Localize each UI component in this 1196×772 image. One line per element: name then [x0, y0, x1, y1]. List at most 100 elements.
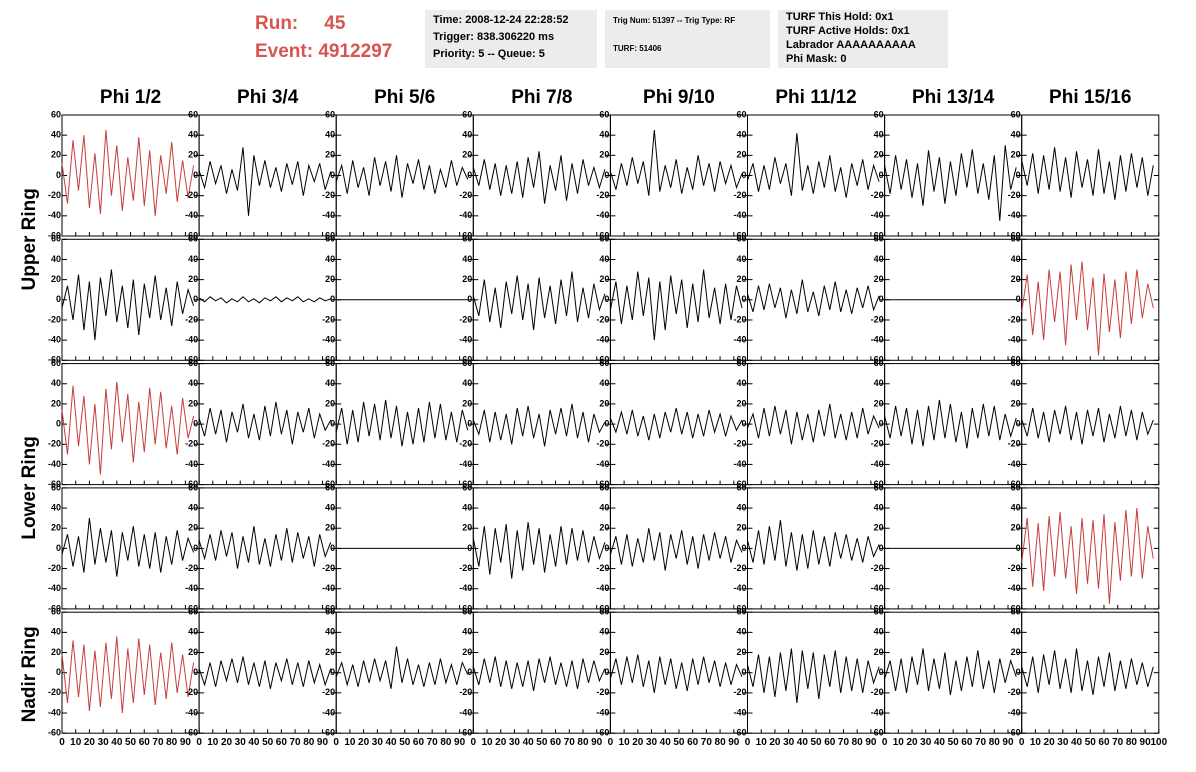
y-tick-label: -60 — [1008, 355, 1021, 365]
y-tick-label: -40 — [459, 707, 472, 717]
y-tick-label: -60 — [733, 603, 746, 613]
y-tick-label: -60 — [48, 728, 61, 738]
run-line: Run: 45 — [255, 10, 392, 38]
y-tick-label: 20 — [599, 523, 609, 533]
y-tick-label: -40 — [322, 707, 335, 717]
y-tick-label: -60 — [48, 479, 61, 489]
y-tick-label: -20 — [185, 563, 198, 573]
y-tick-label: -20 — [1008, 687, 1021, 697]
x-tick-label: 60 — [276, 737, 288, 748]
y-tick-label: -20 — [48, 439, 61, 449]
x-tick-label: 90 — [454, 737, 466, 748]
y-tick-label: -60 — [185, 355, 198, 365]
x-tick-label: 90 — [728, 737, 740, 748]
y-tick-label: 40 — [736, 502, 746, 512]
waveform — [747, 520, 880, 571]
x-tick-label: 20 — [84, 737, 96, 748]
y-tick-label: 20 — [599, 150, 609, 160]
x-tick-label: 20 — [358, 737, 370, 748]
y-tick-label: 20 — [51, 523, 61, 533]
waveform — [884, 648, 1017, 695]
y-tick-label: 60 — [325, 607, 335, 617]
y-tick-label: 40 — [599, 378, 609, 388]
y-tick-label: 60 — [462, 234, 472, 244]
y-tick-label: 20 — [51, 274, 61, 284]
y-tick-label: 60 — [599, 482, 609, 492]
y-tick-label: -20 — [48, 687, 61, 697]
y-tick-label: -20 — [596, 687, 609, 697]
y-tick-label: 60 — [51, 607, 61, 617]
x-tick-label: 70 — [290, 737, 302, 748]
y-tick-label: 40 — [736, 254, 746, 264]
y-tick-label: -60 — [871, 230, 884, 240]
panel-frame — [198, 487, 337, 610]
waveform — [61, 269, 195, 341]
column-title: Phi 13/14 — [912, 87, 995, 108]
y-tick-label: -20 — [871, 687, 884, 697]
y-tick-label: -40 — [596, 459, 609, 469]
x-tick-label: 0 — [1019, 737, 1025, 748]
y-tick-label: -20 — [322, 563, 335, 573]
waveform — [472, 522, 606, 579]
x-tick-label: 40 — [523, 737, 535, 748]
info-line: TURF This Hold: 0x1 — [786, 11, 894, 23]
info-line: Trigger: 838.306220 ms — [433, 31, 555, 43]
x-tick-label: 80 — [166, 737, 178, 748]
y-tick-label: 20 — [188, 150, 198, 160]
y-tick-label: 0 — [330, 667, 335, 677]
x-tick-label: 70 — [152, 737, 164, 748]
waveform — [747, 648, 880, 704]
y-tick-label: -20 — [322, 190, 335, 200]
x-tick-label: 30 — [646, 737, 658, 748]
y-tick-label: 60 — [874, 234, 884, 244]
y-tick-label: -20 — [48, 314, 61, 324]
y-tick-label: 0 — [56, 418, 61, 428]
y-tick-label: 20 — [736, 523, 746, 533]
y-tick-label: -40 — [459, 459, 472, 469]
y-tick-label: 0 — [1016, 543, 1021, 553]
y-tick-label: 0 — [604, 294, 609, 304]
y-tick-label: 60 — [462, 482, 472, 492]
x-tick-label: 30 — [920, 737, 932, 748]
panel-frame — [609, 487, 749, 610]
y-tick-label: -40 — [733, 583, 746, 593]
waveform — [609, 407, 743, 441]
waveform — [1021, 648, 1154, 695]
y-tick-label: -20 — [459, 314, 472, 324]
info-line: TURF: 51406 — [613, 44, 662, 53]
y-tick-label: 40 — [1011, 130, 1021, 140]
y-tick-label: 0 — [879, 667, 884, 677]
y-tick-label: 20 — [1011, 274, 1021, 284]
y-tick-label: -40 — [596, 707, 609, 717]
y-tick-label: -60 — [322, 355, 335, 365]
y-tick-label: -60 — [733, 355, 746, 365]
y-tick-label: 0 — [604, 543, 609, 553]
y-tick-label: 40 — [736, 627, 746, 637]
y-tick-label: 20 — [325, 150, 335, 160]
waveform — [747, 279, 880, 319]
panel-frame — [335, 114, 474, 237]
x-tick-label: 20 — [495, 737, 507, 748]
y-tick-label: -20 — [322, 314, 335, 324]
y-tick-label: -20 — [1008, 190, 1021, 200]
y-tick-label: 60 — [1011, 358, 1021, 368]
y-tick-label: 60 — [462, 607, 472, 617]
y-tick-label: 40 — [325, 502, 335, 512]
y-tick-label: 0 — [56, 543, 61, 553]
x-tick-label: 20 — [1044, 737, 1056, 748]
y-tick-label: -40 — [48, 335, 61, 345]
y-tick-label: 20 — [188, 647, 198, 657]
waveform — [198, 401, 332, 445]
waveform — [335, 399, 469, 447]
waveform — [1021, 508, 1154, 604]
event-number: 4912297 — [318, 41, 393, 62]
x-tick-label: 80 — [1126, 737, 1138, 748]
y-tick-label: -20 — [185, 439, 198, 449]
y-tick-label: -40 — [1008, 707, 1021, 717]
y-tick-label: 20 — [599, 398, 609, 408]
x-tick-label: 80 — [440, 737, 452, 748]
y-tick-label: 60 — [325, 482, 335, 492]
y-tick-label: 60 — [736, 234, 746, 244]
y-tick-label: 60 — [1011, 109, 1021, 119]
